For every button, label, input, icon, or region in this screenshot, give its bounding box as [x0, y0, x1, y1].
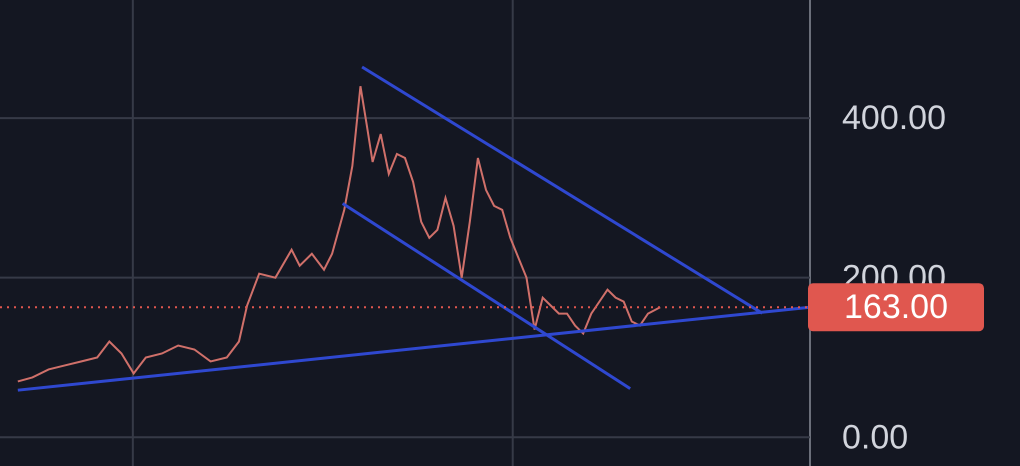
trendline	[341, 202, 631, 390]
y-tick-label: 400.00	[842, 99, 946, 137]
trendline	[17, 305, 811, 392]
price-line	[17, 86, 661, 383]
current-price-label: 163.00	[844, 288, 948, 326]
y-tick-label: 0.00	[842, 418, 908, 456]
current-price-tag	[808, 283, 984, 332]
trendline	[361, 65, 763, 315]
